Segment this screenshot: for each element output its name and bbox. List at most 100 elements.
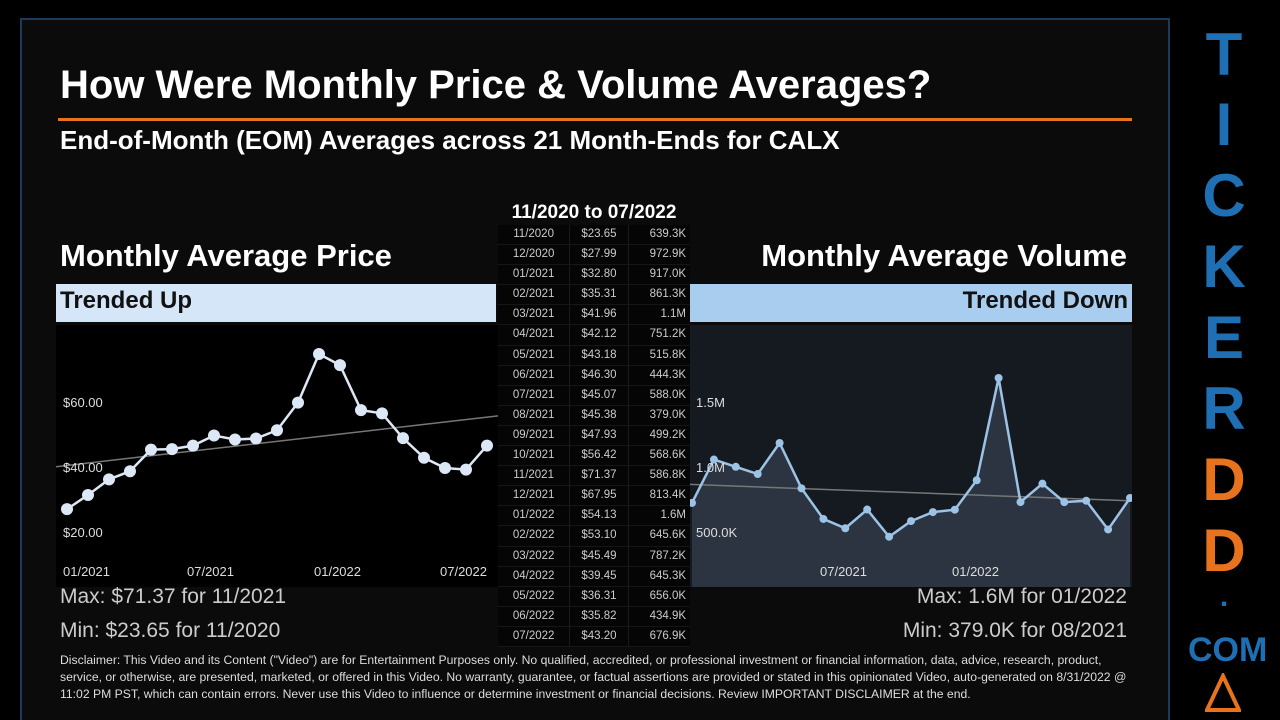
data-point (187, 439, 199, 452)
data-point (61, 503, 73, 516)
data-point (397, 432, 409, 445)
data-point (885, 532, 894, 541)
price-cell: $36.31 (570, 586, 629, 606)
month-cell: 04/2021 (498, 325, 571, 345)
month-cell: 02/2021 (498, 285, 571, 305)
data-point (103, 473, 115, 486)
month-cell: 03/2021 (498, 305, 571, 325)
data-point (271, 424, 283, 437)
price-cell: $54.13 (570, 506, 629, 526)
price-min: Min: $23.65 for 11/2020 (60, 619, 281, 642)
y-tick-label: 1.0M (696, 460, 725, 475)
table-row: 07/2022 $43.20 676.9K (498, 626, 690, 647)
volume-trend-band: Trended Down (690, 284, 1132, 322)
volume-cell: 787.2K (649, 549, 687, 562)
volume-cell: 656.0K (649, 589, 687, 602)
month-cell: 05/2021 (498, 345, 571, 365)
data-point (1126, 494, 1132, 503)
price-cell: $39.45 (570, 566, 629, 586)
data-point (292, 396, 304, 409)
data-point (775, 439, 784, 447)
data-point (313, 348, 325, 361)
volume-cell: 645.3K (649, 569, 687, 582)
month-cell: 01/2022 (498, 506, 571, 526)
table-row: 10/2021 $56.42 568.6K (498, 446, 690, 467)
volume-min: Min: 379.0K for 08/2021 (902, 619, 1127, 642)
data-point (376, 407, 388, 420)
price-cell: $56.42 (570, 446, 629, 466)
month-cell: 06/2022 (498, 606, 571, 626)
table-row: 03/2021 $41.96 1.1M (498, 305, 690, 326)
volume-cell: 639.3K (649, 228, 687, 240)
price-cell: $32.80 (570, 265, 629, 285)
volume-cell: 645.6K (649, 529, 687, 542)
data-point (334, 359, 346, 372)
month-cell: 07/2022 (498, 626, 571, 646)
price-trend-band: Trended Up (56, 284, 496, 322)
table-row: 01/2021 $32.80 917.0K (498, 265, 690, 286)
volume-max: Max: 1.6M for 01/2022 (916, 585, 1127, 608)
volume-cell: 444.3K (649, 368, 687, 381)
data-table: 11/2020 $23.65 639.3K 12/2020 $27.99 972.9K 01… (498, 225, 690, 647)
data-point (690, 498, 696, 507)
brand-letter: . (1219, 580, 1229, 613)
trend-line (56, 415, 498, 468)
y-tick-label: 1.5M (696, 395, 725, 410)
data-point (994, 374, 1003, 382)
price-cell: $46.30 (570, 365, 629, 385)
data-point (731, 462, 740, 471)
data-point (1082, 496, 1091, 505)
volume-cell: 917.0K (649, 268, 687, 281)
data-point (709, 455, 718, 464)
month-cell: 12/2020 (498, 245, 571, 265)
price-cell: $45.49 (570, 546, 629, 566)
price-cell: $27.99 (570, 245, 629, 265)
volume-cell: 586.8K (649, 469, 687, 482)
price-cell: $35.82 (570, 606, 629, 626)
price-cell: $42.12 (570, 325, 629, 345)
data-point (229, 433, 241, 446)
data-point (819, 514, 828, 523)
volume-cell: 515.8K (649, 348, 687, 361)
brand-letter: E (1203, 304, 1245, 371)
data-point (355, 404, 367, 417)
price-cell: $47.93 (570, 425, 629, 446)
table-row: 08/2021 $45.38 379.0K (498, 405, 690, 426)
data-point (460, 463, 472, 476)
month-cell: 01/2021 (498, 265, 571, 285)
plot-background (56, 325, 498, 587)
volume-cell: 1.1M (660, 308, 687, 321)
y-tick-label: 500.0K (696, 525, 738, 540)
table-row: 12/2020 $27.99 972.9K (498, 245, 690, 266)
price-cell: $43.18 (570, 345, 629, 365)
price-max: Max: $71.37 for 11/2021 (60, 585, 287, 608)
volume-cell: 861.3K (649, 288, 687, 301)
brand-letter: K (1202, 233, 1246, 300)
brand-letter: T (1205, 21, 1243, 88)
data-point (166, 443, 178, 456)
data-point (863, 505, 872, 514)
table-row: 02/2022 $53.10 645.6K (498, 526, 690, 547)
data-point (208, 429, 220, 442)
month-cell: 11/2021 (498, 466, 571, 486)
x-tick-label: 07/2021 (820, 564, 867, 579)
month-cell: 12/2021 (498, 486, 571, 506)
brand-suffix: COM (1188, 631, 1268, 669)
y-tick-label: $20.00 (63, 525, 103, 540)
price-cell: $35.31 (570, 285, 629, 305)
volume-cell: 434.9K (649, 609, 687, 622)
volume-chart: 500.0K 1.0M 1.5M 07/2021 01/2022 (690, 325, 1132, 587)
volume-cell: 1.6M (660, 509, 687, 522)
table-row: 06/2021 $46.30 444.3K (498, 365, 690, 386)
brand-letter: C (1202, 162, 1246, 229)
data-point (82, 489, 94, 502)
price-chart: $20.00 $40.00 $60.00 01/2021 07/2021 01/2022 0… (56, 325, 498, 587)
brand-letter: I (1215, 91, 1233, 158)
x-tick-label: 01/2021 (63, 564, 110, 579)
price-cell: $71.37 (570, 466, 629, 486)
x-tick-label: 01/2022 (952, 564, 999, 579)
data-point (1060, 498, 1069, 507)
x-tick-label: 07/2021 (187, 564, 234, 579)
month-cell: 09/2021 (498, 425, 571, 446)
table-row: 11/2020 $23.65 639.3K (498, 225, 690, 246)
